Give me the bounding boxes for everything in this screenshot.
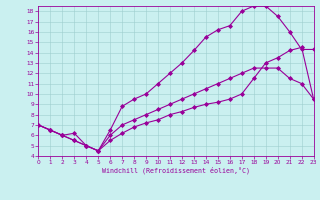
X-axis label: Windchill (Refroidissement éolien,°C): Windchill (Refroidissement éolien,°C) (102, 167, 250, 174)
